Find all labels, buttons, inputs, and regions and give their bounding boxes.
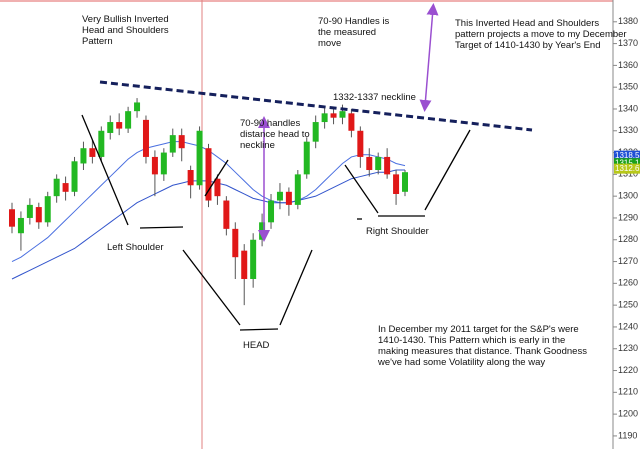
candle-body <box>17 217 24 234</box>
price-tag: 1318.58 <box>615 151 640 160</box>
candle-body <box>366 156 373 171</box>
annotation: This Inverted Head and Shoulders pattern… <box>455 18 627 51</box>
candle-body <box>232 228 239 258</box>
price-tag-box <box>614 150 640 161</box>
y-tick-label: 1250 <box>618 300 638 310</box>
candle-body <box>285 191 292 205</box>
y-tick-label: 1300 <box>618 191 638 201</box>
y-tick-label: 1270 <box>618 256 638 266</box>
annotation: Very Bullish Inverted Head and Shoulders… <box>82 14 169 47</box>
y-tick-label: 1200 <box>618 409 638 419</box>
candle-body <box>26 204 33 218</box>
y-tick-label: 1260 <box>618 278 638 288</box>
candle-body <box>80 148 87 164</box>
neckline <box>99 80 533 132</box>
candle-body <box>402 172 408 192</box>
candle-body <box>53 178 60 197</box>
y-tick-label: 1380 <box>618 16 638 26</box>
candle-body <box>268 200 275 223</box>
candle-body <box>321 113 328 123</box>
annotation: Right Shoulder <box>366 226 429 237</box>
candle-body <box>241 250 248 279</box>
candle-body <box>330 113 337 118</box>
annotation: HEAD <box>243 340 270 351</box>
candle-body <box>178 135 185 149</box>
y-tick-label: 1310 <box>618 169 638 179</box>
candle-body <box>339 111 346 118</box>
candle-body <box>214 178 221 197</box>
y-tick-label: 1350 <box>618 82 638 92</box>
candle-body <box>384 156 391 175</box>
candle-body <box>116 122 123 129</box>
candle-body <box>294 174 301 205</box>
y-tick-label: 1280 <box>618 234 638 244</box>
candle-body <box>250 239 257 279</box>
y-tick-label: 1210 <box>618 387 638 397</box>
y-tick-label: 1220 <box>618 365 638 375</box>
candle-body <box>312 122 319 142</box>
candle-body <box>107 122 114 133</box>
annotation: 70-90 handles distance head to neckline <box>240 118 310 151</box>
y-tick-label: 1360 <box>618 60 638 70</box>
annotation: 1332-1337 neckline <box>333 92 416 103</box>
candle-body <box>142 119 149 157</box>
candle-body <box>89 148 96 157</box>
candle-body <box>71 161 78 192</box>
candle-body <box>44 196 51 223</box>
y-tick-label: 1290 <box>618 212 638 222</box>
price-tag: 1315.12 <box>615 158 640 167</box>
candle-body <box>187 170 194 186</box>
candle-body <box>160 152 167 175</box>
annotation: In December my 2011 target for the S&P's… <box>378 324 587 368</box>
candle-body <box>303 141 310 175</box>
price-tag: 1312.62 <box>615 164 640 173</box>
y-tick-label: 1330 <box>618 125 638 135</box>
annotation: 70-90 Handles is the measured move <box>318 16 390 49</box>
candle-body <box>357 130 364 157</box>
candle-body <box>134 102 141 112</box>
y-tick-label: 1240 <box>618 321 638 331</box>
y-tick-label: 1230 <box>618 343 638 353</box>
y-tick-label: 1370 <box>618 38 638 48</box>
candle-body <box>125 111 132 129</box>
candle-body <box>35 207 42 223</box>
candle-body <box>98 130 105 157</box>
candle-body <box>9 209 15 227</box>
candle-body <box>393 174 400 194</box>
candle-body <box>348 113 355 131</box>
price-tag-box <box>614 163 640 174</box>
y-tick-label: 1190 <box>618 430 637 440</box>
candle-body <box>375 156 382 171</box>
target-arrow <box>419 3 439 112</box>
candle-body <box>151 156 158 175</box>
candle-body <box>223 200 230 229</box>
candle-body <box>205 148 212 201</box>
candle-body <box>196 130 203 186</box>
price-tag-box <box>614 158 640 169</box>
y-tick-label: 1340 <box>618 103 638 113</box>
candle-body <box>276 191 283 201</box>
pattern-lines <box>81 114 471 331</box>
candle-body <box>169 135 176 153</box>
candle-body <box>62 183 69 192</box>
annotation: Left Shoulder <box>107 242 164 253</box>
